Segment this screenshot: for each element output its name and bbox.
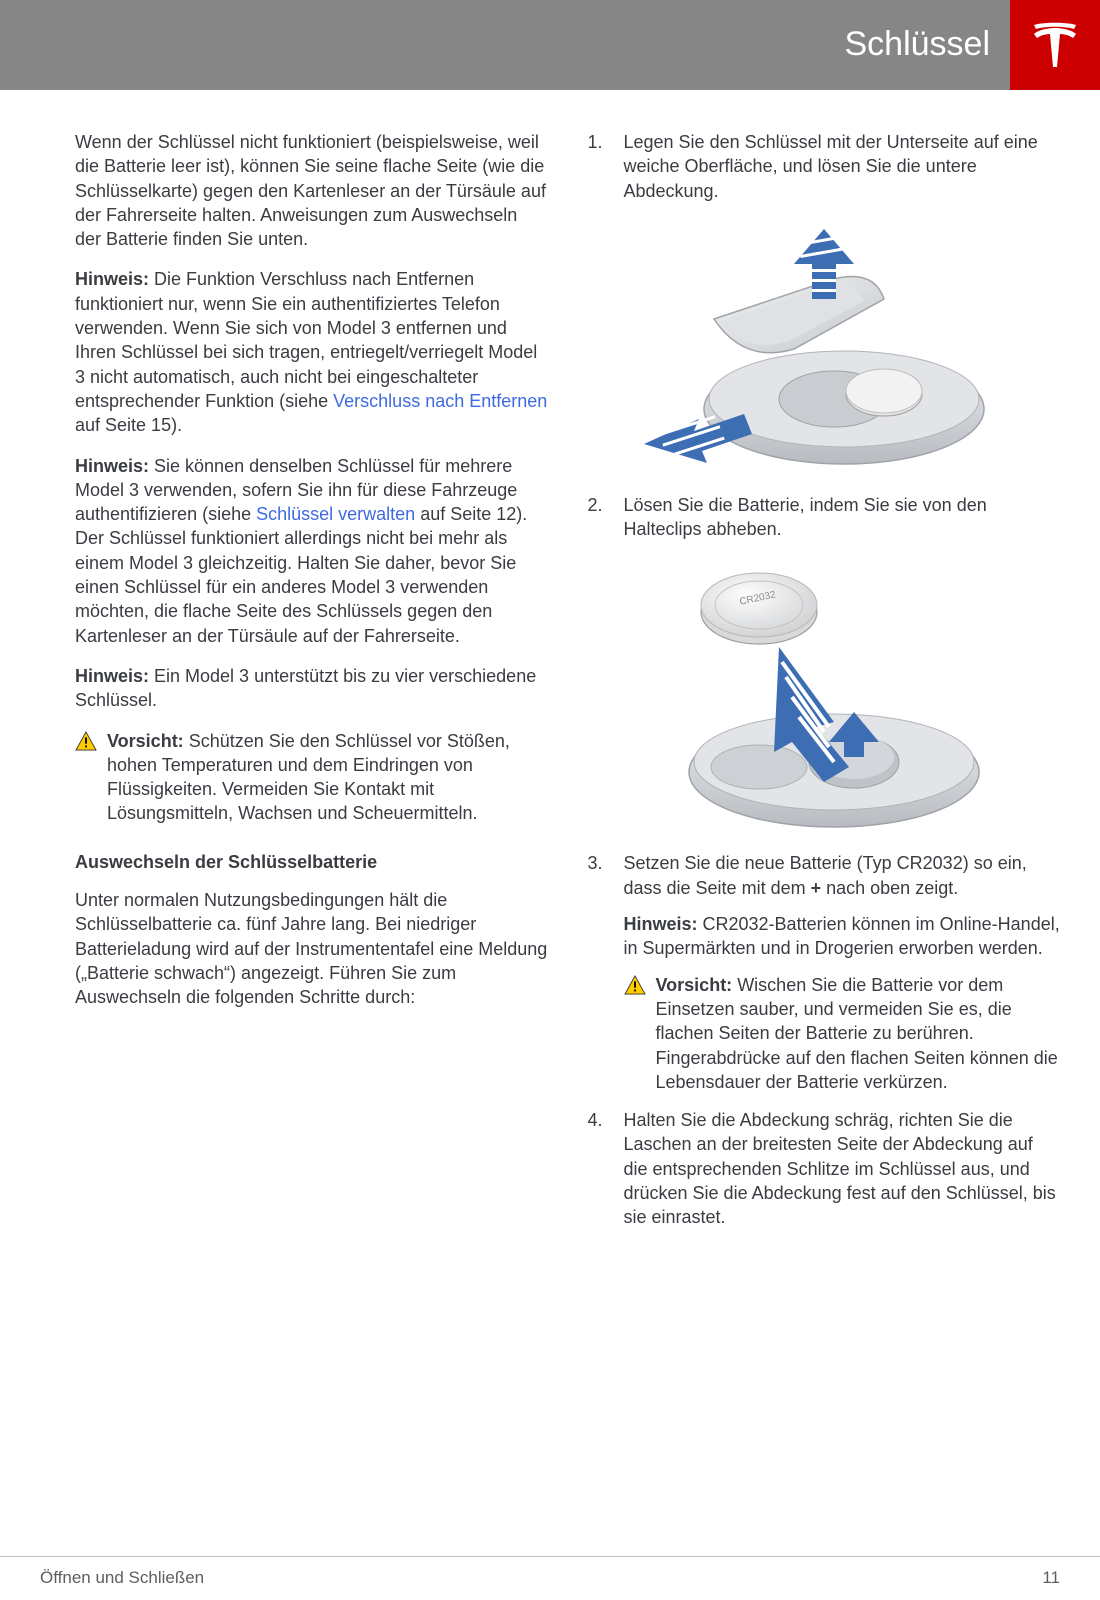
step-text: Setzen Sie die neue Batterie (Typ CR2032… xyxy=(624,853,1027,897)
header-title: Schlüssel xyxy=(844,22,1010,68)
step-2: Lösen Sie die Batterie, indem Sie sie vo… xyxy=(588,493,1061,838)
page-footer: Öffnen und Schließen 11 xyxy=(0,1556,1100,1600)
caution-block: Vorsicht: Schützen Sie den Schlüssel vor… xyxy=(75,729,548,826)
key-fob-remove-battery-illustration: CR2032 xyxy=(624,557,1004,837)
footer-page-number: 11 xyxy=(1042,1567,1060,1590)
caution-text: Vorsicht: Wischen Sie die Batterie vor d… xyxy=(656,973,1061,1094)
caution-label: Vorsicht: xyxy=(656,975,733,995)
brand-logo-box xyxy=(1010,0,1100,90)
step-text: Lösen Sie die Batterie, indem Sie sie vo… xyxy=(624,495,987,539)
caution-block: Vorsicht: Wischen Sie die Batterie vor d… xyxy=(624,973,1061,1094)
caution-text: Vorsicht: Schützen Sie den Schlüssel vor… xyxy=(107,729,548,826)
warning-triangle-icon xyxy=(624,975,646,995)
note-3: Hinweis: Ein Model 3 unterstützt bis zu … xyxy=(75,664,548,713)
step-text: Halten Sie die Abdeckung schräg, richten… xyxy=(624,1110,1056,1227)
key-fob-open-cover-illustration xyxy=(624,219,1004,479)
note-label: Hinweis: xyxy=(75,456,149,476)
caution-label: Vorsicht: xyxy=(107,731,184,751)
note-1: Hinweis: Die Funktion Verschluss nach En… xyxy=(75,267,548,437)
footer-section: Öffnen und Schließen xyxy=(40,1567,204,1590)
step-text: Legen Sie den Schlüssel mit der Untersei… xyxy=(624,132,1038,201)
step-1: Legen Sie den Schlüssel mit der Untersei… xyxy=(588,130,1061,479)
note-text: Die Funktion Verschluss nach Entfernen f… xyxy=(75,269,537,410)
note-text: auf Seite 12). Der Schlüssel funktionier… xyxy=(75,504,527,645)
page-header: Schlüssel xyxy=(0,0,1100,90)
link-verschluss[interactable]: Verschluss nach Entfernen xyxy=(333,391,547,411)
note-label: Hinweis: xyxy=(75,666,149,686)
intro-paragraph: Wenn der Schlüssel nicht funktioniert (b… xyxy=(75,130,548,251)
right-column: Legen Sie den Schlüssel mit der Untersei… xyxy=(588,130,1061,1244)
note-label: Hinweis: xyxy=(75,269,149,289)
step-3-note: Hinweis: CR2032-Batterien können im Onli… xyxy=(624,912,1061,961)
link-schluessel-verwalten[interactable]: Schlüssel verwalten xyxy=(256,504,415,524)
content-area: Wenn der Schlüssel nicht funktioniert (b… xyxy=(0,90,1100,1244)
arrow-side-icon xyxy=(644,414,752,463)
note-2: Hinweis: Sie können denselben Schlüssel … xyxy=(75,454,548,648)
tesla-logo-icon xyxy=(1030,19,1080,71)
battery-intro: Unter normalen Nutzungsbedingungen hält … xyxy=(75,888,548,1009)
plus-symbol: + xyxy=(811,878,822,898)
step-3: Setzen Sie die neue Batterie (Typ CR2032… xyxy=(588,851,1061,1094)
step-4: Halten Sie die Abdeckung schräg, richten… xyxy=(588,1108,1061,1229)
left-column: Wenn der Schlüssel nicht funktioniert (b… xyxy=(75,130,548,1244)
section-heading: Auswechseln der Schlüsselbatterie xyxy=(75,850,548,874)
note-text: auf Seite 15). xyxy=(75,415,182,435)
warning-triangle-icon xyxy=(75,731,97,751)
steps-list: Legen Sie den Schlüssel mit der Untersei… xyxy=(588,130,1061,1230)
note-label: Hinweis: xyxy=(624,914,698,934)
